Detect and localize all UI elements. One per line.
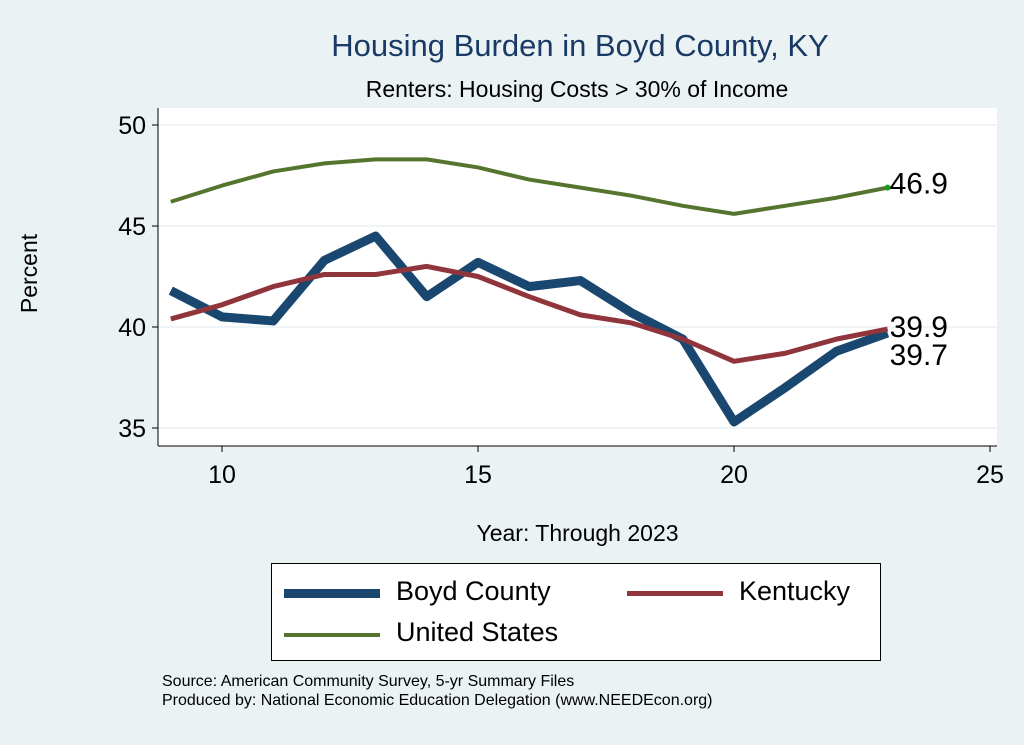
x-tick-label: 25 <box>976 461 1004 489</box>
chart-subtitle: Renters: Housing Costs > 30% of Income <box>365 76 789 102</box>
legend-label: Boyd County <box>396 576 551 606</box>
producer-line: Produced by: National Economic Education… <box>162 692 713 709</box>
x-tick-label: 10 <box>208 461 236 489</box>
y-tick-label: 40 <box>118 314 146 342</box>
x-axis-label: Year: Through 2023 <box>476 520 679 546</box>
legend-swatch <box>284 633 380 637</box>
legend: Boyd County Kentucky United States <box>271 563 881 661</box>
end-value-label: 46.9 <box>890 168 948 201</box>
x-tick-label: 20 <box>720 461 748 489</box>
end-value-label: 39.7 <box>890 339 948 372</box>
y-axis-label: Percent <box>16 233 43 314</box>
y-tick-label: 50 <box>118 112 146 140</box>
source-line: Source: American Community Survey, 5-yr … <box>162 673 575 690</box>
series-line-united-states <box>170 157 888 216</box>
chart-title: Housing Burden in Boyd County, KY <box>331 28 829 63</box>
end-point-marker <box>884 184 891 191</box>
series-line-boyd-county <box>168 231 890 427</box>
end-value-label: 39.9 <box>890 311 948 344</box>
legend-label: United States <box>396 617 559 647</box>
legend-swatch <box>627 591 723 596</box>
y-tick-label: 35 <box>118 415 146 443</box>
x-tick-label: 15 <box>464 461 492 489</box>
y-tick-label: 45 <box>118 213 146 241</box>
legend-swatch <box>284 589 380 598</box>
legend-label: Kentucky <box>739 576 851 606</box>
series-line-kentucky <box>170 263 889 364</box>
source-note: Source: American Community Survey, 5-yr … <box>162 672 713 710</box>
